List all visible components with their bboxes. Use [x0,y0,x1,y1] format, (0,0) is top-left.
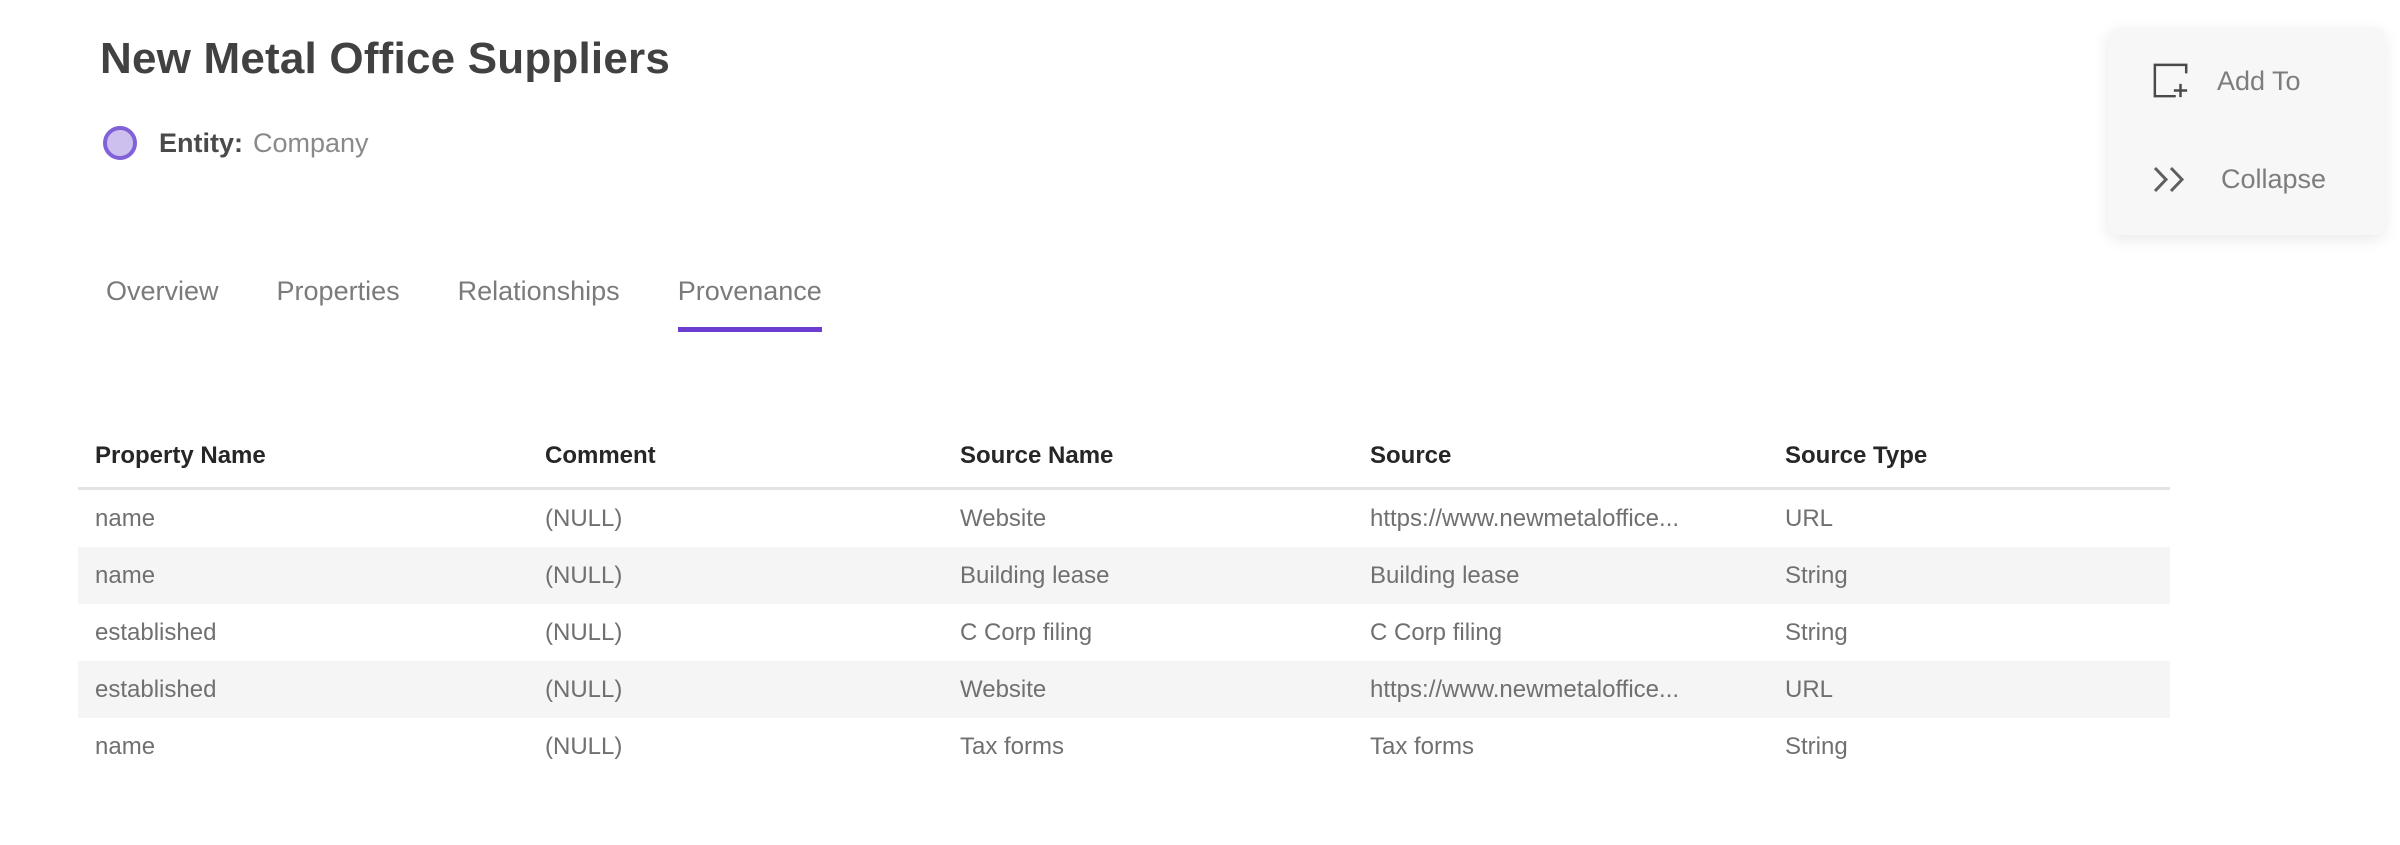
collapse-button[interactable]: Collapse [2152,164,2385,195]
collapse-label: Collapse [2221,164,2327,194]
action-panel: Add To Collapse [2108,28,2385,235]
table-cell: Building lease [960,561,1110,589]
table-cell: Building lease [1370,561,1520,589]
entity-type: Entity: Company [159,128,369,159]
tab-overview[interactable]: Overview [106,276,219,306]
column-header: Comment [545,441,656,469]
table-cell: Website [960,675,1047,703]
table-cell: String [1785,561,1848,589]
add-to-button[interactable]: Add To [2152,62,2385,100]
table-cell: String [1785,732,1848,760]
add-to-label: Add To [2217,65,2301,96]
column-header: Source Name [960,441,1114,469]
table-cell: name [95,732,156,760]
table-cell: name [95,561,156,589]
entity-type-value: Company [253,127,369,158]
table-cell: String [1785,618,1848,646]
table-cell: (NULL) [545,732,623,760]
column-header: Source Type [1785,441,1928,469]
tab-bar: Overview Properties Relationships Provenanc… [106,276,880,332]
table-cell: URL [1785,504,1834,532]
table-cell: (NULL) [545,561,623,589]
table-cell: name [95,504,156,532]
table-cell: C Corp filing [960,618,1093,646]
table-row: established (NULL) Website https://www.newm… [78,661,2170,718]
column-header: Property Name [95,441,266,469]
table-header-row: Property Name Comment Source Name Source Sou… [78,424,2170,490]
entity-type-label: Entity: [159,127,243,158]
table-cell: Tax forms [960,732,1065,760]
tab-provenance[interactable]: Provenance [677,276,822,332]
double-chevron-right-icon [2152,166,2194,193]
table-cell: (NULL) [545,618,623,646]
table-cell: C Corp filing [1370,618,1503,646]
table-row: established (NULL) C Corp filing C Corp fil… [78,604,2170,661]
entity-row: Entity: Company [103,126,369,160]
table-cell: URL [1785,675,1834,703]
table-row: name (NULL) Website https://www.newmetaloff… [78,490,2170,547]
entity-circle-icon [103,126,137,160]
table-cell: (NULL) [545,675,623,703]
table-row: name (NULL) Tax forms Tax forms String [78,718,2170,775]
table-body: name (NULL) Website https://www.newmetaloff… [78,490,2170,775]
tab-relationships[interactable]: Relationships [457,276,620,306]
table-cell: Website [960,504,1047,532]
add-to-frame-icon [2152,62,2190,100]
table-cell: https://www.newmetaloffice... [1370,675,1680,703]
table-cell: established [95,675,217,703]
table-cell: https://www.newmetaloffice... [1370,504,1680,532]
table-cell: Tax forms [1370,732,1475,760]
page-title: New Metal Office Suppliers [100,34,671,83]
table-row: name (NULL) Building lease Building lease St… [78,547,2170,604]
table-cell: established [95,618,217,646]
provenance-table: Property Name Comment Source Name Source Sou… [78,424,2170,775]
column-header: Source [1370,441,1452,469]
table-cell: (NULL) [545,504,623,532]
tab-properties[interactable]: Properties [276,276,400,306]
